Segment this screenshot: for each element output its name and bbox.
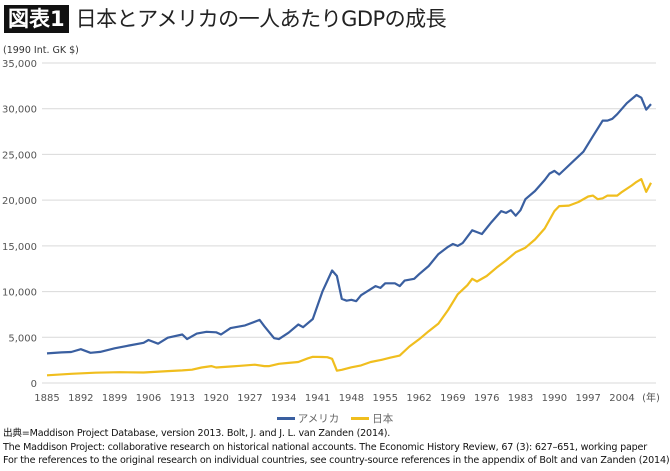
source-line-1: 出典=Maddison Project Database, version 20… bbox=[3, 428, 391, 439]
legend-item-japan: 日本 bbox=[351, 411, 393, 426]
x-tick-label: 1983 bbox=[508, 393, 533, 404]
y-tick-label: 30,000 bbox=[2, 105, 37, 116]
legend-label-japan: 日本 bbox=[372, 413, 394, 425]
legend-swatch-japan bbox=[351, 417, 370, 420]
x-tick-label: 1892 bbox=[68, 393, 93, 404]
y-tick-label: 5,000 bbox=[8, 333, 37, 344]
x-tick-label: 1927 bbox=[237, 393, 262, 404]
x-tick-label: 1906 bbox=[136, 393, 161, 404]
legend-swatch-usa bbox=[276, 417, 295, 420]
x-tick-label: 1913 bbox=[170, 393, 195, 404]
y-tick-label: 10,000 bbox=[2, 288, 37, 299]
x-tick-label: 1976 bbox=[474, 393, 499, 404]
x-tick-label: 1934 bbox=[271, 393, 296, 404]
source-note: 出典=Maddison Project Database, version 20… bbox=[3, 427, 670, 468]
x-tick-label: 1948 bbox=[339, 393, 364, 404]
y-tick-label: 25,000 bbox=[2, 150, 37, 161]
legend-label-usa: アメリカ bbox=[297, 413, 340, 425]
x-tick-label: 1941 bbox=[305, 393, 330, 404]
y-tick-label: 0 bbox=[31, 379, 37, 390]
x-tick-label: 1899 bbox=[102, 393, 127, 404]
x-axis-unit-label: (年) bbox=[642, 391, 660, 404]
x-tick-label: 1990 bbox=[542, 393, 567, 404]
x-tick-label: 1955 bbox=[373, 393, 398, 404]
figure-badge: 図表1 bbox=[4, 5, 69, 33]
chart-title: 日本とアメリカの一人あたりGDPの成長 bbox=[75, 7, 447, 31]
y-tick-label: 20,000 bbox=[2, 196, 37, 207]
chart-header: 図表1 日本とアメリカの一人あたりGDPの成長 bbox=[4, 5, 447, 33]
legend-item-usa: アメリカ bbox=[276, 411, 340, 426]
legend: アメリカ 日本 bbox=[0, 411, 670, 426]
x-tick-label: 1920 bbox=[203, 393, 228, 404]
y-tick-label: 35,000 bbox=[2, 59, 37, 70]
y-axis-unit-label: (1990 Int. GK $) bbox=[3, 45, 79, 56]
y-tick-label: 15,000 bbox=[2, 242, 37, 253]
source-line-2: The Maddison Project: collaborative rese… bbox=[3, 441, 647, 453]
x-tick-label: 2004 bbox=[609, 393, 634, 404]
series-line-usa bbox=[46, 93, 652, 355]
x-tick-label: 1997 bbox=[575, 393, 600, 404]
source-line-3: For the references to the original resea… bbox=[3, 455, 670, 467]
x-tick-label: 1962 bbox=[406, 393, 431, 404]
series-line-japan bbox=[46, 178, 652, 377]
x-tick-label: 1969 bbox=[440, 393, 465, 404]
x-tick-label: 1885 bbox=[34, 393, 59, 404]
